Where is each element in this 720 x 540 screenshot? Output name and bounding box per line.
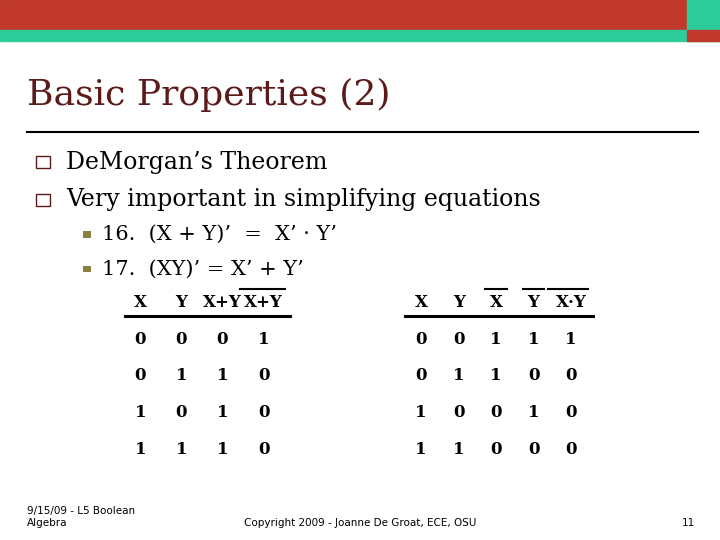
Text: 1: 1	[176, 367, 187, 384]
Bar	[0, 0, 720, 30]
Text: 9/15/09 - L5 Boolean
Algebra: 9/15/09 - L5 Boolean Algebra	[27, 506, 135, 528]
Text: 0: 0	[453, 330, 464, 348]
Text: 0: 0	[135, 367, 146, 384]
Bar	[687, 30, 720, 40]
Text: 1: 1	[135, 441, 146, 458]
Text: 1: 1	[453, 441, 464, 458]
Text: Very important in simplifying equations: Very important in simplifying equations	[66, 188, 541, 211]
Text: Y: Y	[176, 294, 187, 311]
Text: X: X	[490, 294, 503, 311]
Text: 0: 0	[565, 441, 577, 458]
Text: 0: 0	[258, 441, 269, 458]
Text: Y: Y	[453, 294, 464, 311]
Text: 0: 0	[528, 441, 539, 458]
Text: 0: 0	[565, 404, 577, 421]
Text: 1: 1	[415, 441, 427, 458]
Text: 0: 0	[258, 367, 269, 384]
Bar	[0, 30, 720, 40]
Text: 0: 0	[176, 330, 187, 348]
Text: 0: 0	[565, 367, 577, 384]
Bar	[83, 266, 91, 272]
Text: X: X	[415, 294, 428, 311]
Text: 1: 1	[490, 367, 502, 384]
Text: X: X	[134, 294, 147, 311]
Bar	[36, 194, 50, 206]
Text: X+Y: X+Y	[244, 294, 283, 311]
Text: X+Y: X+Y	[203, 294, 242, 311]
Text: 1: 1	[217, 367, 228, 384]
Text: 1: 1	[217, 441, 228, 458]
Text: 0: 0	[258, 404, 269, 421]
Text: 16.  (X + Y)’  =  X’ · Y’: 16. (X + Y)’ = X’ · Y’	[102, 225, 337, 244]
Text: 0: 0	[415, 330, 427, 348]
Text: 1: 1	[490, 330, 502, 348]
Text: 1: 1	[217, 404, 228, 421]
Text: 1: 1	[415, 404, 427, 421]
Text: 1: 1	[528, 404, 539, 421]
Text: Y: Y	[528, 294, 539, 311]
Bar	[687, 0, 720, 30]
Text: Basic Properties (2): Basic Properties (2)	[27, 78, 391, 112]
Bar	[36, 156, 50, 168]
Text: 11: 11	[682, 518, 695, 528]
Text: Copyright 2009 - Joanne De Groat, ECE, OSU: Copyright 2009 - Joanne De Groat, ECE, O…	[244, 518, 476, 528]
Text: 1: 1	[453, 367, 464, 384]
Text: 1: 1	[565, 330, 577, 348]
Text: 1: 1	[258, 330, 269, 348]
Text: 0: 0	[453, 404, 464, 421]
Text: 1: 1	[528, 330, 539, 348]
Text: 1: 1	[176, 441, 187, 458]
Text: 0: 0	[528, 367, 539, 384]
Text: 0: 0	[415, 367, 427, 384]
Text: 0: 0	[217, 330, 228, 348]
Text: 17.  (XY)’ = X’ + Y’: 17. (XY)’ = X’ + Y’	[102, 259, 304, 279]
Text: DeMorgan’s Theorem: DeMorgan’s Theorem	[66, 151, 328, 173]
Bar	[83, 231, 91, 238]
Text: 0: 0	[490, 404, 502, 421]
Text: 0: 0	[135, 330, 146, 348]
Text: 1: 1	[135, 404, 146, 421]
Text: 0: 0	[490, 441, 502, 458]
Text: X·Y: X·Y	[556, 294, 586, 311]
Text: 0: 0	[176, 404, 187, 421]
